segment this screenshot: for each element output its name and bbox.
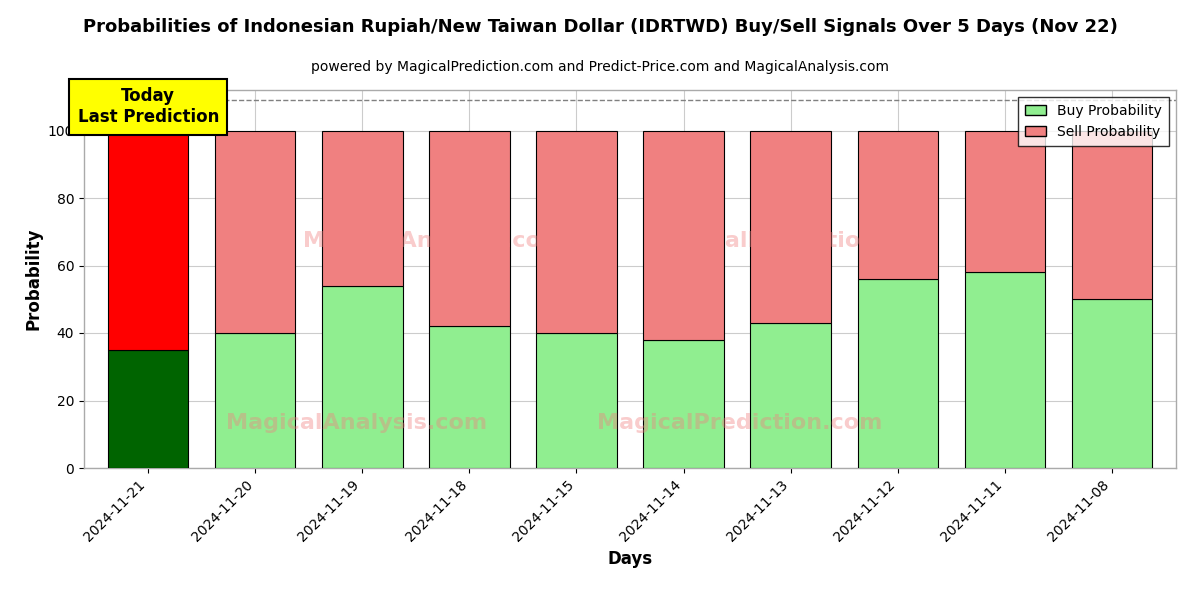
Bar — [750, 130, 830, 323]
Text: MagicalAnalysis.com: MagicalAnalysis.com — [302, 231, 564, 251]
Bar — [430, 326, 510, 468]
Bar — [430, 130, 510, 326]
X-axis label: Days: Days — [607, 550, 653, 568]
Text: MagicalPrediction.com: MagicalPrediction.com — [652, 231, 936, 251]
Bar — [1072, 299, 1152, 468]
Bar — [215, 333, 295, 468]
Bar — [323, 286, 402, 468]
Text: powered by MagicalPrediction.com and Predict-Price.com and MagicalAnalysis.com: powered by MagicalPrediction.com and Pre… — [311, 60, 889, 74]
Text: MagicalPrediction.com: MagicalPrediction.com — [596, 413, 882, 433]
Bar — [323, 130, 402, 286]
Text: MagicalAnalysis.com: MagicalAnalysis.com — [227, 413, 487, 433]
Bar — [108, 350, 188, 468]
Text: Today
Last Prediction: Today Last Prediction — [78, 88, 218, 126]
Bar — [965, 130, 1045, 272]
Legend: Buy Probability, Sell Probability: Buy Probability, Sell Probability — [1019, 97, 1169, 146]
Bar — [536, 130, 617, 333]
Bar — [858, 130, 937, 279]
Bar — [965, 272, 1045, 468]
Bar — [750, 323, 830, 468]
Bar — [536, 333, 617, 468]
Bar — [1072, 130, 1152, 299]
Bar — [643, 340, 724, 468]
Bar — [215, 130, 295, 333]
Bar — [108, 130, 188, 350]
Bar — [858, 279, 937, 468]
Y-axis label: Probability: Probability — [24, 228, 42, 330]
Text: Probabilities of Indonesian Rupiah/New Taiwan Dollar (IDRTWD) Buy/Sell Signals O: Probabilities of Indonesian Rupiah/New T… — [83, 18, 1117, 36]
Bar — [643, 130, 724, 340]
